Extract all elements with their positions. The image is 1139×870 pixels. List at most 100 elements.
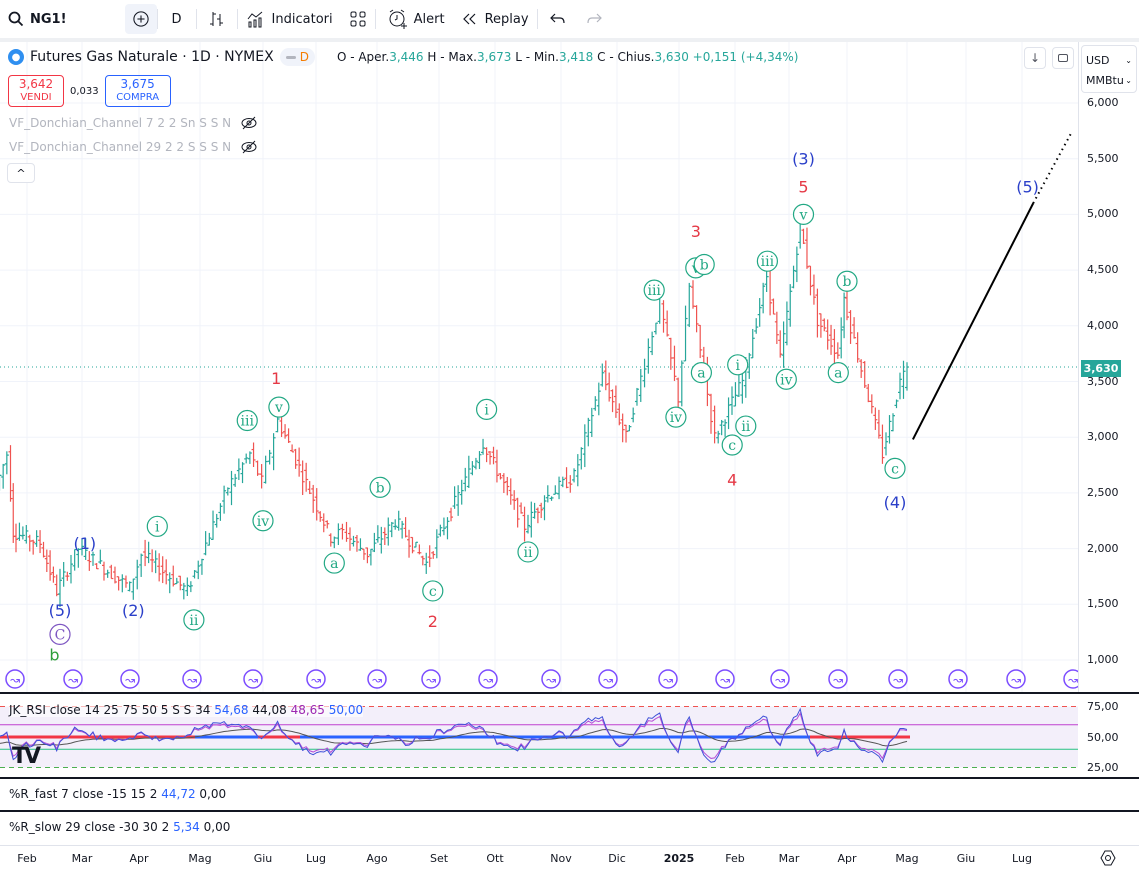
tradingview-logo[interactable]: TV bbox=[12, 744, 41, 769]
add-symbol-icon bbox=[132, 11, 149, 27]
layouts-button[interactable] bbox=[341, 4, 375, 34]
wave-label: (4) bbox=[884, 493, 907, 512]
arrow-down-icon: ↓ bbox=[1029, 51, 1041, 65]
divider bbox=[536, 9, 538, 29]
interval-label: D bbox=[171, 11, 182, 27]
wave-label: (1) bbox=[74, 534, 97, 553]
divider bbox=[195, 9, 197, 29]
indicator-legend-donchian-29[interactable]: VF_Donchian_Channel 29 2 2 S S S N bbox=[9, 140, 257, 154]
rsi-tick: 25,00 bbox=[1087, 761, 1119, 774]
wr-fast-value-2: 0,00 bbox=[199, 787, 227, 801]
low-label: L - Min. bbox=[515, 50, 559, 64]
settings-button[interactable] bbox=[1100, 850, 1116, 870]
symbol-search[interactable]: NG1! bbox=[0, 4, 75, 34]
event-marker bbox=[306, 669, 326, 689]
wave-label: (2) bbox=[122, 601, 145, 620]
wave-label-circle bbox=[884, 457, 906, 479]
sell-button[interactable]: 3,642 VENDI bbox=[8, 75, 64, 107]
wave-label-circle bbox=[268, 396, 290, 418]
event-marker-icon: ↝ bbox=[426, 673, 436, 687]
rsi-pane[interactable] bbox=[0, 692, 1139, 777]
alert-button[interactable]: Alert bbox=[380, 4, 453, 34]
trade-panel: 3,642 VENDI 0,033 3,675 COMPRA bbox=[8, 75, 171, 107]
bar-style-button[interactable] bbox=[197, 4, 237, 34]
price-tick: 1,000 bbox=[1087, 653, 1119, 666]
price-tick: 2,000 bbox=[1087, 541, 1119, 555]
redo-button[interactable] bbox=[578, 4, 610, 34]
rsi-line bbox=[0, 707, 908, 764]
currency-unit-selector[interactable]: USD ⌄ MMBtu ⌄ bbox=[1081, 45, 1137, 93]
wave-label-circle bbox=[775, 368, 797, 390]
fullscreen-icon bbox=[1058, 54, 1068, 62]
fullscreen-button[interactable] bbox=[1052, 47, 1074, 69]
unit-select[interactable]: MMBtu ⌄ bbox=[1086, 70, 1132, 90]
rsi-tick: 75,00 bbox=[1087, 700, 1119, 713]
collapse-legend-button[interactable]: ^ bbox=[7, 163, 35, 183]
chart-legend: ● Futures Gas Naturale · 1D · NYMEX D O … bbox=[8, 48, 798, 66]
undo-button[interactable] bbox=[538, 4, 578, 34]
indicator-legend-donchian-7[interactable]: VF_Donchian_Channel 7 2 2 Sn S S N bbox=[9, 116, 257, 130]
wave-label: a bbox=[697, 366, 705, 382]
buy-price: 3,675 bbox=[120, 77, 155, 91]
wave-label: iv bbox=[257, 514, 269, 530]
wave-label: (5) bbox=[1016, 178, 1039, 197]
time-tick: Ott bbox=[486, 852, 504, 865]
symbol-title[interactable]: Futures Gas Naturale · 1D · NYMEX bbox=[30, 49, 274, 65]
event-marker-icon: ↝ bbox=[833, 673, 843, 687]
event-marker-icon: ↝ bbox=[1011, 673, 1021, 687]
rsi-value-4: 50,00 bbox=[328, 703, 364, 717]
price-axis[interactable] bbox=[1078, 42, 1139, 692]
rsi-tick: 50,00 bbox=[1087, 730, 1119, 744]
scroll-down-button[interactable]: ↓ bbox=[1024, 47, 1046, 69]
wave-label-circle bbox=[323, 552, 345, 574]
wave-label: iii bbox=[647, 283, 661, 299]
wr-fast-pane[interactable]: %R_fast 7 close -15 15 2 44,72 0,00 bbox=[0, 777, 1139, 810]
wave-label: C bbox=[55, 627, 66, 643]
gas-flame-icon: ● bbox=[8, 49, 24, 65]
event-marker bbox=[828, 669, 848, 689]
wave-label: iv bbox=[780, 372, 792, 388]
wr-slow-pane[interactable]: %R_slow 29 close -30 30 2 5,34 0,00 bbox=[0, 810, 1139, 845]
event-marker-icon: ↝ bbox=[603, 673, 613, 687]
interval-button[interactable]: D bbox=[158, 4, 196, 34]
price-chart[interactable]: (5)Cb(1)(2)iiiiiiivv1abc2iiiiiiivvb3aiii… bbox=[0, 42, 1078, 692]
wave-label: a bbox=[834, 366, 842, 382]
data-source-badge[interactable]: D bbox=[279, 48, 315, 66]
time-axis[interactable]: Feb Mar Apr Mag Giu Lug Ago Set Ott Nov Dic 2025 Feb… bbox=[0, 845, 1139, 868]
indicators-button[interactable]: Indicatori bbox=[238, 4, 341, 34]
time-tick: Set bbox=[429, 852, 449, 865]
wave-label: b bbox=[376, 480, 385, 496]
layouts-icon bbox=[350, 11, 366, 27]
last-price-label: 3,630 bbox=[1081, 360, 1121, 377]
price-tick: 6,000 bbox=[1087, 96, 1119, 109]
wave-label-circle bbox=[721, 434, 743, 456]
replay-button[interactable]: Replay bbox=[453, 4, 537, 34]
rsi-legend[interactable]: JK_RSI close 14 25 75 50 5 S S 34 54,68 … bbox=[9, 703, 364, 717]
unit-label: MMBtu bbox=[1086, 73, 1124, 87]
wave-label-circle bbox=[727, 354, 749, 376]
undo-icon bbox=[549, 13, 565, 24]
event-marker-icon: ↝ bbox=[248, 673, 258, 687]
event-marker-icon: ↝ bbox=[311, 673, 321, 687]
currency-select[interactable]: USD ⌄ bbox=[1086, 50, 1132, 70]
eye-hidden-icon[interactable] bbox=[241, 116, 257, 130]
event-marker bbox=[658, 669, 678, 689]
wave-label: i bbox=[735, 358, 740, 374]
time-tick: Feb bbox=[725, 852, 745, 865]
wave-label: 1 bbox=[271, 369, 281, 388]
wave-label-circle bbox=[665, 406, 687, 428]
add-symbol-button[interactable] bbox=[124, 4, 157, 34]
wave-label-circle bbox=[517, 541, 539, 563]
event-marker bbox=[243, 669, 263, 689]
event-marker bbox=[421, 669, 441, 689]
wave-label: 4 bbox=[727, 471, 737, 490]
price-tick: 1,500 bbox=[1087, 597, 1119, 611]
rsi-chart[interactable] bbox=[0, 694, 1078, 777]
price-tick: 3,000 bbox=[1087, 430, 1119, 444]
alert-icon bbox=[389, 9, 407, 29]
event-marker bbox=[1006, 669, 1026, 689]
buy-button[interactable]: 3,675 COMPRA bbox=[104, 75, 171, 107]
eye-hidden-icon[interactable] bbox=[241, 140, 257, 154]
search-icon bbox=[8, 11, 24, 27]
rsi-value-2: 44,08 bbox=[252, 703, 287, 717]
